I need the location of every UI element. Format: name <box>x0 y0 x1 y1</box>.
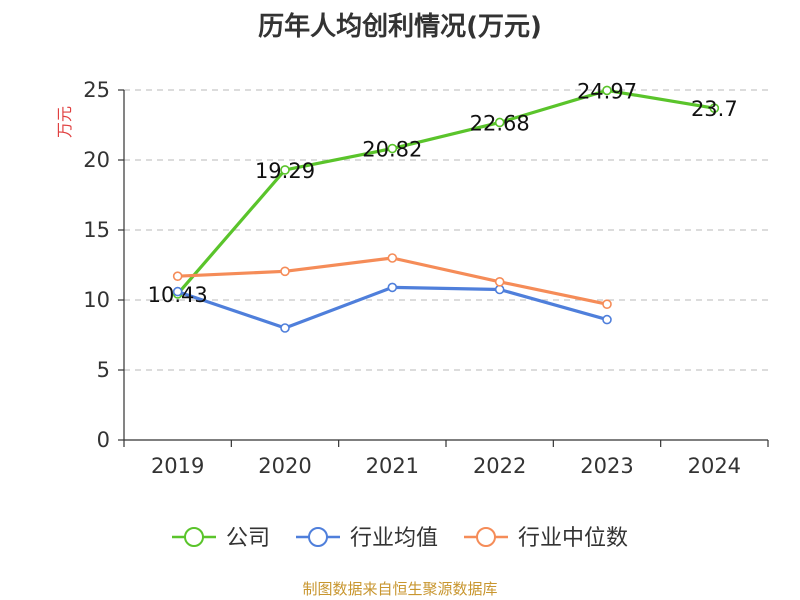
legend-label: 行业均值 <box>350 526 438 551</box>
y-tick-label: 0 <box>97 428 110 452</box>
series-point-0 <box>387 143 398 154</box>
series-line-2 <box>177 256 608 306</box>
data-label: 10.43 <box>148 283 208 307</box>
series-lines <box>172 85 720 333</box>
data-label: 22.68 <box>470 111 530 135</box>
series-point-0 <box>602 85 612 96</box>
x-tick-label: 2024 <box>688 454 741 478</box>
series-point-1 <box>280 323 290 333</box>
data-label: 24.97 <box>577 79 637 103</box>
y-tick-label: 20 <box>83 148 110 172</box>
legend-item-2[interactable]: 行业中位数 <box>464 526 628 551</box>
source-note: 制图数据来自恒生聚源数据库 <box>302 580 498 598</box>
x-tick-label: 2021 <box>366 454 419 478</box>
series-point-1 <box>494 284 505 295</box>
series-point-1 <box>387 282 398 293</box>
x-tick-label: 2019 <box>151 454 204 478</box>
legend-swatch-marker <box>308 527 328 547</box>
series-line-0 <box>176 88 715 296</box>
x-tick-label: 2020 <box>258 454 311 478</box>
x-tick-label: 2022 <box>473 454 526 478</box>
axes: 0 5 10 15 20 25 2019 2020 2021 2022 2023 2024 <box>83 78 769 478</box>
legend-label: 公司 <box>226 526 270 551</box>
legend-item-0[interactable]: 公司 <box>172 526 270 551</box>
y-tick-label: 15 <box>83 218 110 242</box>
legend-label: 行业中位数 <box>518 526 628 551</box>
legend[interactable]: 公司 行业均值 行业中位数 <box>172 526 628 551</box>
series-point-1 <box>172 286 183 297</box>
legend-swatch-marker <box>184 527 204 547</box>
series-line-1 <box>177 285 608 330</box>
series-point-1 <box>602 314 612 325</box>
x-tick-label: 2023 <box>580 454 633 478</box>
y-tick-label: 25 <box>83 78 110 102</box>
data-label: 23.7 <box>691 97 738 121</box>
series-point-0 <box>494 117 505 128</box>
series-point-0 <box>709 103 720 113</box>
chart-title: 历年人均创利情况(万元) <box>258 12 542 42</box>
y-tick-label: 5 <box>97 358 110 382</box>
legend-swatch-marker <box>476 527 496 547</box>
grid-lines <box>124 89 768 371</box>
series-point-2 <box>172 271 183 282</box>
legend-item-1[interactable]: 行业均值 <box>296 526 438 551</box>
y-tick-label: 10 <box>83 288 110 312</box>
series-point-0 <box>280 165 290 175</box>
data-label: 20.82 <box>362 138 422 162</box>
data-label: 19.29 <box>255 159 315 183</box>
y-axis-label: 万元 <box>55 106 74 138</box>
series-point-2 <box>494 276 505 287</box>
data-labels: 10.43 19.29 20.82 22.68 24.97 23.7 <box>148 79 738 307</box>
series-point-2 <box>602 299 612 310</box>
series-point-2 <box>280 266 290 277</box>
series-point-2 <box>387 253 398 263</box>
